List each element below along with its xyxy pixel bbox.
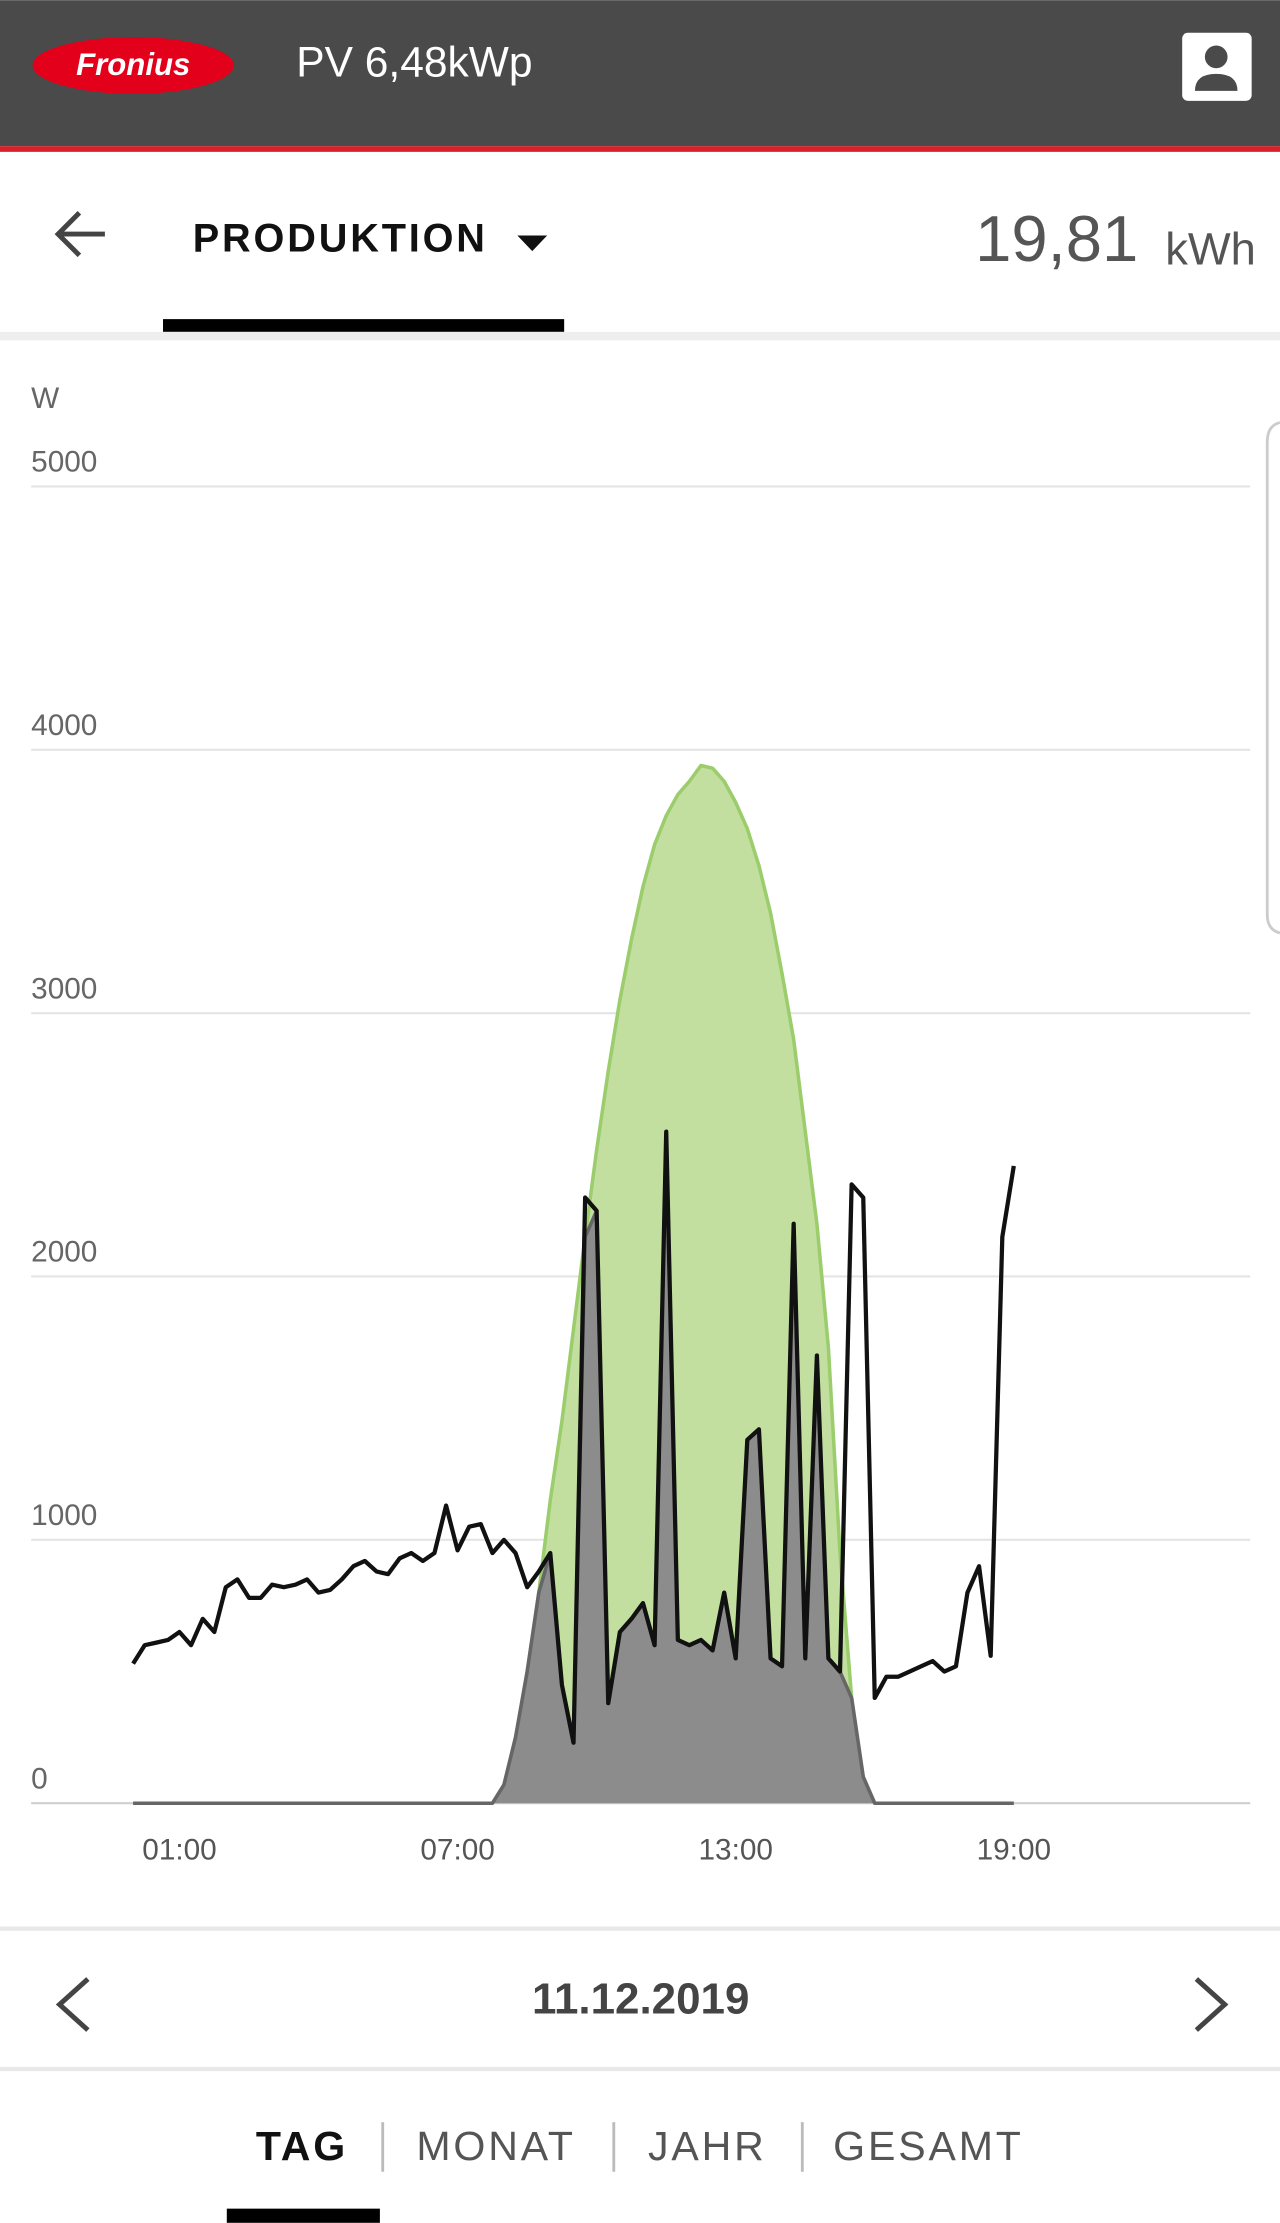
next-day[interactable]	[1194, 1977, 1229, 2032]
profile-button[interactable]	[1182, 32, 1252, 101]
x-tick-label: 07:00	[420, 1833, 494, 1866]
series-line	[131, 1129, 1016, 1745]
total-unit: kWh	[1165, 223, 1256, 274]
logo-text: Fronius	[76, 47, 190, 82]
profile-body	[1194, 73, 1238, 91]
x-tick-label: 19:00	[977, 1833, 1051, 1866]
period-tab[interactable]: MONAT	[416, 2123, 576, 2169]
back-arrow	[54, 211, 105, 258]
y-tick-label: 5000	[31, 446, 97, 479]
period-indicator	[226, 2208, 380, 2223]
y-tick-label: 2000	[31, 1236, 97, 1269]
total-value: 19,81	[975, 202, 1138, 275]
period-tab[interactable]: GESAMT	[833, 2123, 1024, 2169]
date: 11.12.2019	[532, 1974, 749, 2023]
period-tab[interactable]: JAHR	[648, 2123, 767, 2169]
y-tick-label: 3000	[31, 972, 97, 1005]
view-title: PRODUKTION	[193, 217, 488, 261]
scroll-handle	[1265, 421, 1280, 935]
prev-day[interactable]	[55, 1977, 90, 2032]
y-tick-label: 4000	[31, 709, 97, 742]
period-tab[interactable]: TAG	[256, 2123, 348, 2169]
y-tick-label: 0	[31, 1762, 48, 1795]
app-bar-accent	[0, 146, 1280, 152]
app-title: PV 6,48kWp	[296, 40, 532, 87]
tab-indicator	[163, 319, 565, 332]
divider	[0, 2066, 1280, 2072]
x-tick-label: 01:00	[142, 1833, 216, 1866]
divider	[0, 1926, 1280, 1931]
chart: W 0 1000 2000 3000 4000 5000 01:00 07:00 13:00 19…	[31, 382, 1251, 1866]
x-tick-label: 13:00	[699, 1833, 773, 1866]
logo[interactable]	[32, 37, 234, 94]
shadow	[0, 331, 1280, 341]
y-axis-label: W	[31, 382, 59, 415]
y-tick-label: 1000	[31, 1499, 97, 1532]
view-selector[interactable]: PRODUKTION	[193, 217, 548, 261]
back-button[interactable]	[54, 211, 105, 258]
profile-head	[1204, 45, 1228, 69]
dropdown-caret	[517, 235, 548, 252]
